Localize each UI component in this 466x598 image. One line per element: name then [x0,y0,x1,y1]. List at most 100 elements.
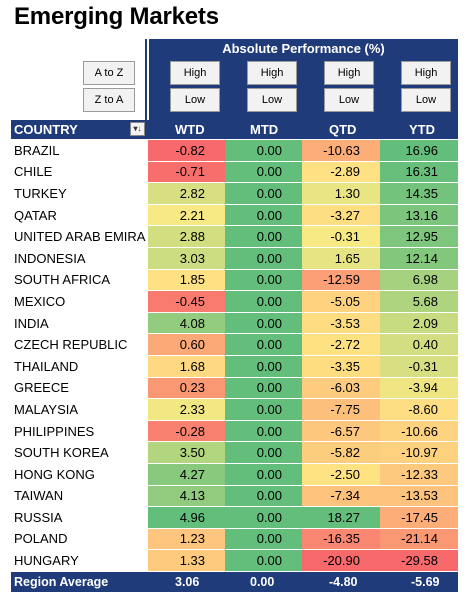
mtd-low-button[interactable]: Low [247,88,297,112]
region-average-label: Region Average [14,575,109,589]
ytd-cell: 12.95 [380,226,458,247]
qtd-cell: -5.82 [302,442,380,463]
ytd-cell: -21.14 [380,528,458,550]
country-cell: INDIA [11,312,151,334]
wtd-cell: 3.03 [148,247,225,269]
mtd-cell: 0.00 [225,463,302,485]
wtd-high-button[interactable]: High [170,61,220,85]
country-cell: MALAYSIA [11,399,151,420]
country-cell: HUNGARY [11,550,151,571]
wtd-cell: 4.13 [148,485,225,507]
qtd-cell: -2.50 [302,463,380,485]
qtd-cell: -2.72 [302,334,380,355]
wtd-cell: 3.50 [148,442,225,463]
mtd-cell: 0.00 [225,485,302,507]
table-row: HUNGARY 1.33 0.00 -20.90 -29.58 [11,550,458,572]
table-row: SOUTH KOREA 3.50 0.00 -5.82 -10.97 [11,442,458,464]
column-header-row: COUNTRY ▾↓ WTD MTD QTD YTD [11,120,458,139]
mtd-cell: 0.00 [225,140,302,161]
header-country: COUNTRY [14,122,78,137]
country-cell: GREECE [11,377,151,399]
wtd-cell: 1.68 [148,355,225,377]
country-cell: CHILE [11,161,151,183]
region-average-row: Region Average 3.06 0.00 -4.80 -5.69 [11,572,458,592]
wtd-low-button[interactable]: Low [170,88,220,112]
ytd-cell: -29.58 [380,550,458,571]
table-row: RUSSIA 4.96 0.00 18.27 -17.45 [11,507,458,529]
qtd-cell: -0.31 [302,226,380,247]
table-row: BRAZIL -0.82 0.00 -10.63 16.96 [11,140,458,162]
wtd-cell: 2.21 [148,204,225,226]
wtd-cell: -0.82 [148,140,225,161]
ytd-high-button[interactable]: High [401,61,451,85]
mtd-cell: 0.00 [225,507,302,528]
sort-a-to-z-button[interactable]: A to Z [83,61,135,85]
wtd-cell: 4.27 [148,463,225,485]
table-row: MEXICO -0.45 0.00 -5.05 5.68 [11,291,458,313]
country-cell: INDONESIA [11,247,151,269]
qtd-cell: -10.63 [302,140,380,161]
mtd-cell: 0.00 [225,399,302,420]
ytd-cell: 5.68 [380,291,458,312]
ytd-low-button[interactable]: Low [401,88,451,112]
table-row: INDIA 4.08 0.00 -3.53 2.09 [11,312,458,335]
wtd-cell: 2.82 [148,183,225,204]
country-cell: SOUTH KOREA [11,442,151,463]
header-qtd: QTD [329,122,357,137]
country-cell: UNITED ARAB EMIRA [11,226,151,247]
mtd-cell: 0.00 [225,312,302,334]
mtd-cell: 0.00 [225,420,302,442]
table-row: GREECE 0.23 0.00 -6.03 -3.94 [11,377,458,400]
qtd-high-button[interactable]: High [324,61,374,85]
region-average-qtd: -4.80 [329,575,358,589]
qtd-cell: -2.89 [302,161,380,183]
country-cell: QATAR [11,204,151,226]
table-row: THAILAND 1.68 0.00 -3.35 -0.31 [11,355,458,378]
qtd-cell: -6.57 [302,420,380,442]
ytd-cell: 16.96 [380,140,458,161]
country-cell: TURKEY [11,183,151,204]
ytd-cell: 12.14 [380,247,458,269]
table-row: CHILE -0.71 0.00 -2.89 16.31 [11,161,458,184]
ytd-cell: -17.45 [380,507,458,528]
qtd-cell: -7.75 [302,399,380,420]
page-title: Emerging Markets [14,3,219,30]
table-row: TAIWAN 4.13 0.00 -7.34 -13.53 [11,485,458,508]
header-ytd: YTD [409,122,435,137]
qtd-cell: -20.90 [302,550,380,571]
sort-z-to-a-button[interactable]: Z to A [83,88,135,112]
region-average-mtd: 0.00 [250,575,275,589]
country-cell: MEXICO [11,291,151,312]
country-cell: RUSSIA [11,507,151,528]
wtd-cell: 4.08 [148,312,225,334]
mtd-high-button[interactable]: High [247,61,297,85]
absolute-performance-title: Absolute Performance (%) [222,41,385,56]
ytd-cell: -10.66 [380,420,458,442]
header-mtd: MTD [250,122,279,137]
country-cell: HONG KONG [11,463,151,485]
table-row: POLAND 1.23 0.00 -16.35 -21.14 [11,528,458,551]
sort-filter-icon[interactable]: ▾↓ [130,122,145,136]
qtd-cell: -5.05 [302,291,380,312]
wtd-cell: 2.33 [148,399,225,420]
ytd-cell: -8.60 [380,399,458,420]
ytd-cell: -13.53 [380,485,458,507]
table-row: HONG KONG 4.27 0.00 -2.50 -12.33 [11,463,458,486]
mtd-cell: 0.00 [225,377,302,399]
country-cell: POLAND [11,528,151,550]
qtd-low-button[interactable]: Low [324,88,374,112]
country-cell: BRAZIL [11,140,151,161]
table-row: PHILIPPINES -0.28 0.00 -6.57 -10.66 [11,420,458,443]
table-row: QATAR 2.21 0.00 -3.27 13.16 [11,204,458,227]
control-panel: Absolute Performance (%) A to Z Z to A H… [11,39,458,120]
qtd-cell: 1.30 [302,183,380,204]
ytd-cell: -3.94 [380,377,458,399]
mtd-cell: 0.00 [225,204,302,226]
qtd-cell: 18.27 [302,507,380,528]
country-cell: TAIWAN [11,485,151,507]
qtd-cell: -3.53 [302,312,380,334]
qtd-cell: -6.03 [302,377,380,399]
mtd-cell: 0.00 [225,334,302,355]
qtd-cell: -7.34 [302,485,380,507]
qtd-cell: 1.65 [302,247,380,269]
